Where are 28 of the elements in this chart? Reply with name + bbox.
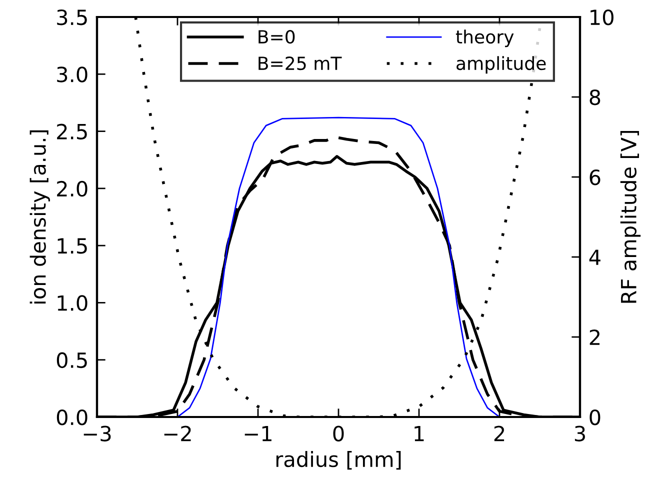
y2-axis-title: RF amplitude [V] xyxy=(620,131,641,303)
y-tick-label: 2.0 xyxy=(57,180,88,197)
x-tick-label: −2 xyxy=(164,426,191,442)
y-tick-label: 0.0 xyxy=(56,409,88,426)
y-tick-label: 0.5 xyxy=(56,352,87,368)
x-tick-label: 0 xyxy=(333,426,344,442)
x-tick-label: 2 xyxy=(494,426,504,442)
x-axis-title: radius [mm] xyxy=(276,451,401,470)
y-tick-label: 3.0 xyxy=(57,66,88,82)
legend-label: B=25 mT xyxy=(258,56,342,70)
legend-label: theory xyxy=(456,30,514,48)
y-axis-title: ion density [a.u.] xyxy=(30,130,50,304)
y2-tick-label: 8 xyxy=(590,89,600,106)
y-tick-label: 1.5 xyxy=(58,238,87,254)
y2-tick-label: 4 xyxy=(589,250,600,265)
y-tick-label: 2.5 xyxy=(57,124,87,140)
y-tick-label: 1.0 xyxy=(58,295,88,311)
x-tick-label: 1 xyxy=(414,426,424,442)
x-tick-label: 3 xyxy=(574,426,585,442)
y-tick-label: 3.5 xyxy=(57,9,87,26)
y2-tick-label: 6 xyxy=(590,169,600,186)
y2-tick-label: 2 xyxy=(590,329,600,345)
y2-tick-label: 0 xyxy=(590,409,600,426)
legend-label: amplitude xyxy=(456,56,546,74)
y2-tick-label: 10 xyxy=(590,9,614,26)
x-tick-label: −3 xyxy=(84,426,111,442)
legend-label: B=0 xyxy=(258,30,295,44)
x-tick-label: −1 xyxy=(244,426,272,442)
